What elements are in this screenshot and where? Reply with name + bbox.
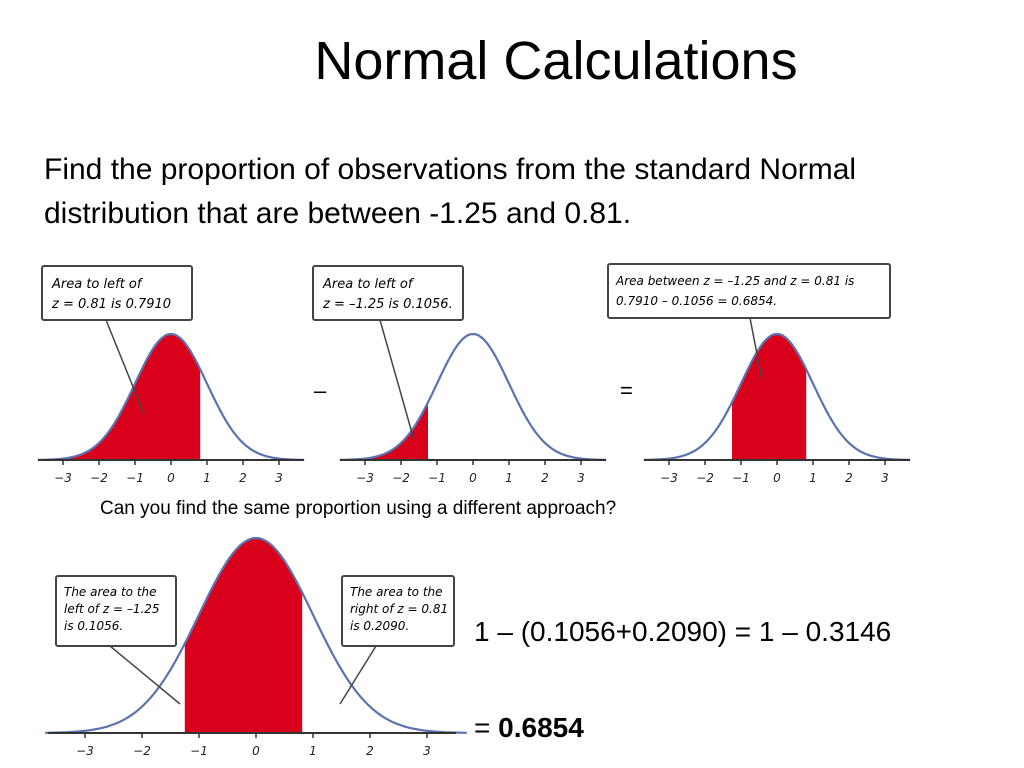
right-callout-line-3: is 0.2090. (350, 619, 409, 633)
final-answer: 0.6854 (498, 712, 584, 743)
equation-line-1: 1 – (0.1056+0.2090) = 1 – 0.3146 (474, 616, 892, 647)
normal-curve-bottom-panel: −3 −2 −1 0 1 2 3 The area to the left of z = –… (45, 536, 467, 758)
callout-box-panel-3 (607, 263, 891, 319)
axis-tick-label: 2 (366, 744, 374, 758)
shaded-area-panel-2 (347, 402, 428, 460)
right-callout-pointer (339, 645, 377, 705)
shaded-area-panel-3 (732, 334, 807, 460)
axis-tick-label: 1 (505, 471, 513, 485)
callout-box-panel-1 (41, 265, 193, 321)
normal-curve-line-panel-2 (339, 332, 607, 461)
axis-tick-label: −2 (90, 471, 108, 485)
callout-panel-2-line-2: z = –1.25 is 0.1056. (322, 297, 453, 312)
normal-curve-panel-3: −3 −2 −1 0 1 2 3 Area between z = –1.25 and z … (607, 263, 911, 485)
shaded-area-bottom (184, 538, 303, 733)
axis-tick-label: 3 (275, 471, 283, 485)
left-callout-line-2: left of z = –1.25 (64, 602, 160, 616)
callout-panel-3-line-1: Area between z = –1.25 and z = 0.81 is (615, 274, 854, 288)
axis-tick-label: 3 (577, 471, 585, 485)
normal-curve-panel-2: −3 −2 −1 0 1 2 3 Area to left of z = –1.25 is … (312, 265, 607, 485)
axis-ticks-panel-2: −3 −2 −1 0 1 2 3 (356, 460, 585, 485)
axis-ticks-bottom: −3 −2 −1 0 1 2 3 (76, 733, 431, 758)
axis-tick-label: 0 (167, 471, 175, 485)
slide-title: Normal Calculations (314, 31, 798, 91)
right-callout-line-1: The area to the (350, 585, 443, 599)
left-callout-box (55, 575, 177, 647)
axis-tick-label: 3 (423, 744, 431, 758)
normal-curve-panel-1: −3 −2 −1 0 1 2 3 Area to left of z = 0.81 is 0… (37, 265, 305, 485)
left-callout-pointer (109, 645, 181, 705)
axis-tick-label: −1 (732, 471, 750, 485)
normal-curve-line-panel-3 (643, 332, 911, 461)
axis-tick-label: −3 (660, 471, 678, 485)
axis-tick-label: 2 (845, 471, 853, 485)
callout-panel-2-line-1: Area to left of (322, 277, 415, 292)
axis-tick-label: 0 (773, 471, 781, 485)
left-callout-line-3: is 0.1056. (64, 619, 123, 633)
axis-tick-label: −3 (54, 471, 72, 485)
axis-tick-label: −2 (133, 744, 151, 758)
axis-tick-label: −3 (356, 471, 374, 485)
axis-tick-label: 1 (309, 744, 317, 758)
axis-tick-label: −1 (190, 744, 208, 758)
minus-operator: – (314, 378, 327, 403)
axis-tick-label: −1 (428, 471, 446, 485)
axis-tick-label: 0 (252, 744, 260, 758)
axis-tick-label: 3 (881, 471, 889, 485)
pointer-panel-1 (105, 319, 145, 415)
normal-curve-line-bottom (45, 536, 467, 734)
axis-ticks-panel-1: −3 −2 −1 0 1 2 3 (54, 460, 283, 485)
axis-tick-label: 1 (203, 471, 211, 485)
problem-statement: Find the proportion of observations from… (44, 148, 1004, 236)
shaded-area-panel-1 (45, 334, 201, 460)
left-callout-line-1: The area to the (64, 585, 157, 599)
problem-line-1: Find the proportion of observations from… (44, 153, 857, 186)
axis-tick-label: 2 (239, 471, 247, 485)
axis-tick-label: −2 (696, 471, 714, 485)
callout-box-panel-2 (312, 265, 464, 321)
pointer-panel-3 (749, 317, 763, 381)
axis-tick-label: 1 (809, 471, 817, 485)
axis-tick-label: 0 (469, 471, 477, 485)
callout-panel-1-line-2: z = 0.81 is 0.7910 (51, 297, 171, 312)
right-callout-box (341, 575, 455, 647)
equation-line-2: = 0.6854 (474, 708, 584, 748)
callout-panel-1-line-1: Area to left of (51, 277, 144, 292)
right-callout-line-2: right of z = 0.81 (350, 602, 448, 616)
normal-curve-line-panel-1 (37, 332, 305, 461)
problem-line-2: distribution that are between -1.25 and … (44, 197, 632, 230)
equals-operator: = (620, 378, 633, 403)
pointer-panel-2 (379, 319, 415, 441)
axis-ticks-panel-3: −3 −2 −1 0 1 2 3 (660, 460, 889, 485)
follow-up-question: Can you find the same proportion using a… (100, 498, 617, 519)
callout-panel-3-line-2: 0.7910 – 0.1056 = 0.6854. (616, 294, 777, 308)
axis-tick-label: −2 (392, 471, 410, 485)
axis-tick-label: −3 (76, 744, 94, 758)
axis-tick-label: 2 (541, 471, 549, 485)
equation-line-2-prefix: = (474, 712, 499, 743)
axis-tick-label: −1 (126, 471, 144, 485)
